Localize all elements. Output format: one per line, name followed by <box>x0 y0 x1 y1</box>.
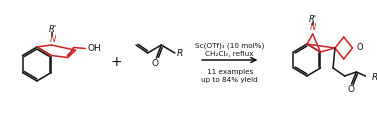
Text: N: N <box>49 35 55 44</box>
Text: O: O <box>152 59 159 67</box>
Text: N: N <box>310 23 316 33</box>
Text: R': R' <box>309 14 317 23</box>
Text: 11 examples: 11 examples <box>207 69 253 75</box>
Text: Sc(OTf)₃ (10 mol%): Sc(OTf)₃ (10 mol%) <box>195 43 264 49</box>
Text: OH: OH <box>87 44 101 53</box>
Text: O: O <box>347 84 354 93</box>
Text: O: O <box>356 44 363 52</box>
Text: R: R <box>177 49 183 58</box>
Text: +: + <box>111 55 123 69</box>
Text: R': R' <box>48 25 57 34</box>
Text: CH₂Cl₂, reflux: CH₂Cl₂, reflux <box>205 51 254 57</box>
Text: R: R <box>372 74 377 83</box>
Text: up to 84% yield: up to 84% yield <box>201 77 258 83</box>
